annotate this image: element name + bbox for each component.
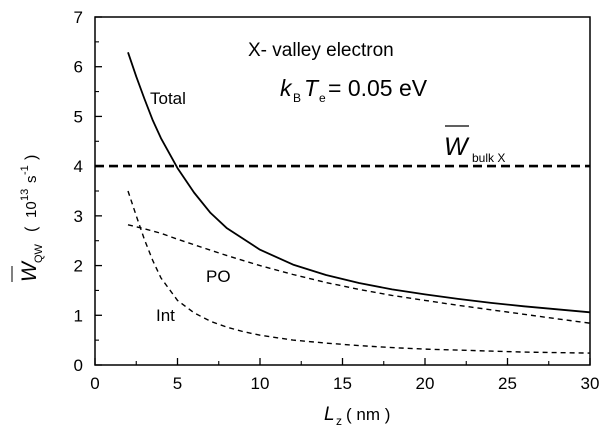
x-tick-label: 0 xyxy=(90,374,99,393)
svg-text:10: 10 xyxy=(23,201,40,218)
y-tick-label: 2 xyxy=(74,257,83,276)
y-tick-label: 0 xyxy=(74,356,83,375)
svg-text:QW: QW xyxy=(33,243,45,263)
svg-text:W: W xyxy=(444,133,470,161)
svg-text:B: B xyxy=(293,91,301,105)
label-total: Total xyxy=(150,89,186,108)
x-tick-label: 5 xyxy=(173,374,182,393)
svg-text:= 0.05 eV: = 0.05 eV xyxy=(328,75,428,101)
y-tick-label: 1 xyxy=(74,306,83,325)
svg-text:z: z xyxy=(336,414,342,426)
x-axis-ticks: 0 5 10 15 20 25 30 xyxy=(90,358,599,393)
svg-text:e: e xyxy=(319,91,326,105)
y-tick-label: 3 xyxy=(74,207,83,226)
y-axis-label: W QW ( 10 13 s -1 ) xyxy=(11,155,45,282)
annotation-temperature: k B T e = 0.05 eV xyxy=(280,75,428,105)
x-tick-label: 30 xyxy=(581,374,600,393)
svg-text:s: s xyxy=(23,176,40,184)
svg-text:13: 13 xyxy=(19,189,31,201)
svg-text:T: T xyxy=(304,75,320,101)
svg-text:(: ( xyxy=(23,226,40,232)
svg-text:k: k xyxy=(280,75,293,101)
svg-text:-1: -1 xyxy=(19,165,31,175)
svg-text:bulk X: bulk X xyxy=(472,151,505,165)
x-tick-label: 25 xyxy=(498,374,517,393)
svg-text:( nm ): ( nm ) xyxy=(346,405,390,424)
svg-text:L: L xyxy=(324,404,335,425)
series-line-total xyxy=(127,52,591,314)
y-tick-label: 5 xyxy=(74,107,83,126)
x-tick-label: 10 xyxy=(251,374,270,393)
svg-text:W: W xyxy=(18,260,41,282)
y-tick-label: 6 xyxy=(74,58,83,77)
x-tick-label: 15 xyxy=(333,374,352,393)
x-tick-label: 20 xyxy=(416,374,435,393)
annotation-title: X- valley electron xyxy=(248,40,394,61)
y-tick-label: 7 xyxy=(74,8,83,27)
label-po: PO xyxy=(206,267,231,286)
annotation-bulk-label: W bulk X xyxy=(444,125,505,165)
series-line-po xyxy=(127,224,591,324)
y-axis-ticks: 0 1 2 3 4 5 6 7 xyxy=(74,8,102,375)
series-line-int xyxy=(127,190,591,354)
series-layer xyxy=(95,52,591,354)
x-axis-label: L z ( nm ) xyxy=(324,404,390,426)
label-int: Int xyxy=(156,306,175,325)
y-tick-label: 4 xyxy=(74,157,83,176)
svg-text:): ) xyxy=(23,155,40,160)
